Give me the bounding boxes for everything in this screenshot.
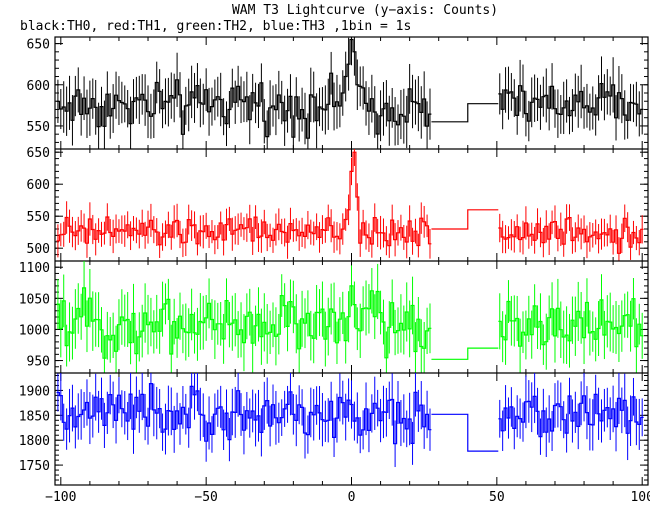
y-tick-label: 650 — [27, 38, 50, 53]
chart-title: WAM T3 Lightcurve (y−axis: Counts) — [232, 3, 498, 18]
y-tick-label: 550 — [27, 120, 50, 135]
error-bars-th0 — [57, 37, 643, 149]
x-tick-label: 50 — [489, 490, 505, 505]
x-tick-label: 0 — [348, 490, 356, 505]
y-tick-label: 1100 — [19, 261, 50, 276]
panels-group: 5506006505005506006509501000105011001750… — [19, 36, 650, 505]
y-tick-label: 1850 — [19, 409, 50, 424]
panel-th1 — [56, 149, 644, 261]
y-tick-label: 1000 — [19, 323, 50, 338]
gap-level-th3 — [431, 413, 499, 452]
series-line-th1 — [56, 151, 644, 254]
series-line-th3 — [56, 383, 644, 445]
y-tick-label: 1050 — [19, 292, 50, 307]
panel-th2 — [56, 261, 644, 373]
chart-subtitle: black:TH0, red:TH1, green:TH2, blue:TH3 … — [20, 19, 411, 34]
error-bars-th2 — [57, 261, 643, 373]
gap-level-th1 — [431, 209, 499, 230]
panel-th0 — [56, 37, 644, 149]
x-tick-label: 100 — [630, 490, 650, 505]
y-tick-label: 600 — [27, 178, 50, 193]
gap-level-th0 — [431, 103, 499, 123]
series-line-th0 — [56, 38, 644, 139]
y-tick-label: 1750 — [19, 459, 50, 474]
y-tick-label: 1800 — [19, 434, 50, 449]
y-tick-label: 950 — [27, 355, 50, 370]
y-tick-label: 550 — [27, 210, 50, 225]
gap-level-th2 — [431, 347, 499, 360]
y-tick-label: 650 — [27, 146, 50, 161]
y-tick-label: 600 — [27, 79, 50, 94]
panel-th3 — [56, 373, 644, 468]
y-tick-label: 1900 — [19, 384, 50, 399]
x-tick-label: −100 — [45, 490, 76, 505]
series-line-th2 — [56, 285, 644, 359]
y-tick-label: 500 — [27, 242, 50, 257]
x-tick-label: −50 — [194, 490, 217, 505]
